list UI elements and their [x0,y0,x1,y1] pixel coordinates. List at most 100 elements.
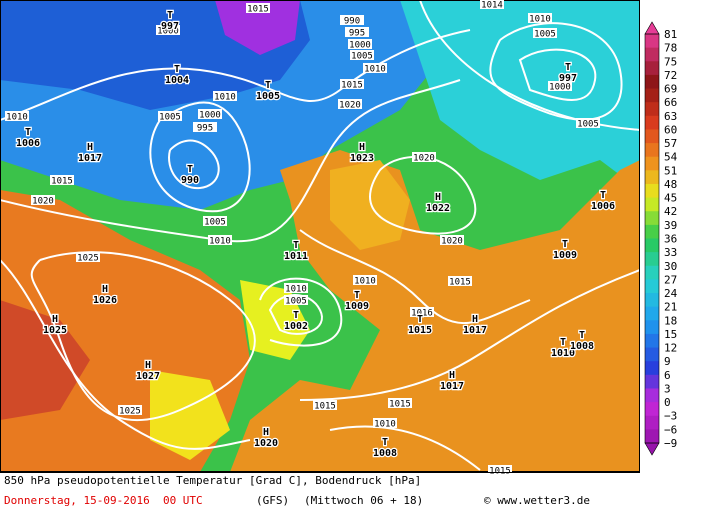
isobar-label-box [31,195,55,205]
pressure-center-value: 1008 [570,341,594,352]
colorbar-swatch [645,333,659,349]
isobar-label-box [350,50,374,60]
pressure-center-kind: H [102,284,108,295]
pressure-center-kind: H [359,142,365,153]
isobar-label-box [576,118,600,128]
pressure-center-kind: T [562,239,568,250]
colorbar-swatch [645,129,659,144]
isobar-label-box [548,81,572,91]
pressure-center-value: 990 [181,175,199,186]
pressure-center-kind: H [435,192,441,203]
isobar-label-box [412,152,436,162]
isobar-label: 1015 [489,467,511,477]
isobar-label-box [76,252,100,262]
colorbar-swatch [645,197,659,212]
pressure-center-kind: T [293,310,299,321]
pressure-center-kind: T [354,290,360,301]
colorbar-swatch [645,183,659,199]
isobar-label-box [440,235,464,245]
isobar-label-box [348,39,372,49]
isobar-label-box [528,13,552,23]
pressure-center-value: 1008 [373,448,397,459]
isobar-label-box [284,295,308,305]
colorbar-swatch [645,74,659,90]
colorbar-label: 66 [664,96,677,109]
pressure-center-value: 1002 [284,321,308,332]
isobar-label-box [410,307,434,317]
isobar-label: 1015 [314,402,336,412]
isobar-label: 1005 [285,297,307,307]
isobar-label: 1010 [529,15,551,25]
isobar-label-box [353,275,377,285]
isobar-label: 1015 [247,5,269,15]
colorbar-swatch [645,306,659,321]
isobar-label: 1010 [364,65,386,75]
colorbar-label: 12 [664,342,677,355]
pressure-center-value: 1023 [350,153,374,164]
isobar-label-box [203,216,227,226]
pressure-center-value: 1017 [463,325,487,336]
isobar-label-box [340,79,364,89]
colorbar-label: 9 [664,355,671,368]
colorbar-label: 30 [664,260,677,273]
isobar-label-box [345,27,369,37]
colorbar-label: 63 [664,110,677,123]
isobar-label-box [208,235,232,245]
colorbar-label: 60 [664,123,677,136]
footer-title: 850 hPa pseudopotentielle Temperatur [Gr… [4,474,421,487]
colorbar-swatch [645,34,659,49]
footer-date: Donnerstag, 15-09-2016 00 UTC [4,494,203,507]
isobar-label-box [213,91,237,101]
isobar-label: 1010 [214,93,236,103]
isobar-label-box [313,400,337,410]
pressure-center-kind: T [560,337,566,348]
pressure-center-kind: T [565,62,571,73]
footer-run: (Mittwoch 06 + 18) [304,494,423,507]
isobar-label: 1015 [51,177,73,187]
pressure-center-kind: T [579,330,585,341]
pressure-center-value: 1022 [426,203,450,214]
colorbar-swatch [645,374,659,389]
colorbar-label: 57 [664,137,677,150]
isobar-label: 1010 [285,285,307,295]
colorbar-label: 42 [664,205,677,218]
isobar-label-box [373,418,397,428]
isobar-label: 1020 [339,101,361,111]
pressure-center-value: 1026 [93,295,117,306]
isobar-label-box [193,122,217,132]
isobar-label: 1005 [159,113,181,123]
colorbar-label: 36 [664,233,677,246]
pressure-center-value: 1027 [136,371,160,382]
pressure-center-kind: T [174,64,180,75]
pressure-center-value: 997 [161,21,179,32]
isobar-label-box [198,109,222,119]
pressure-center-kind: H [52,314,58,325]
colorbar-swatch [645,238,659,253]
colorbar-label: 69 [664,83,677,96]
colorbar-swatch [645,88,659,103]
colorbar-label: 21 [664,301,677,314]
pressure-center-value: 1015 [408,325,432,336]
isobar-label: 995 [349,29,365,39]
colorbar-swatch [645,224,659,239]
colorbar-label: 15 [664,328,677,341]
pressure-center-kind: H [145,360,151,371]
pressure-center-value: 997 [559,73,577,84]
colorbar-label: 6 [664,369,671,382]
pressure-center-value: 1006 [591,201,615,212]
colorbar-swatch [645,115,659,130]
colorbar-label: −6 [664,423,677,436]
colorbar-label: 39 [664,219,677,232]
isobar-label: 1020 [413,154,435,164]
colorbar-swatch [645,279,659,294]
colorbar-swatch [645,320,659,335]
colorbar-arrow-bottom [644,442,660,456]
colorbar-swatch [645,293,659,308]
isobar-label-box [246,3,270,13]
isobar-label-box [533,28,557,38]
map-field [1,1,639,471]
footer-model: (GFS) [256,494,289,507]
pressure-center-value: 1017 [440,381,464,392]
pressure-center-value: 1009 [553,250,577,261]
